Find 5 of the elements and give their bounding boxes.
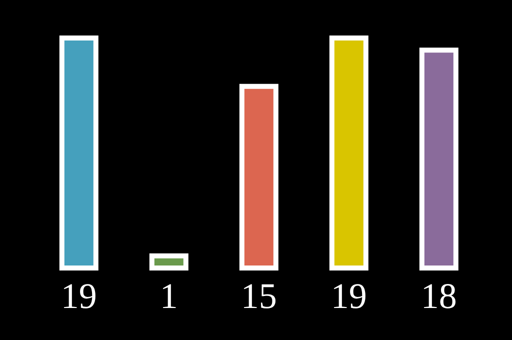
data-label: 19: [60, 276, 97, 316]
data-label: 15: [240, 276, 277, 316]
data-label: 19: [330, 276, 367, 316]
data-label: 1: [160, 276, 178, 316]
data-label: 18: [420, 276, 457, 316]
